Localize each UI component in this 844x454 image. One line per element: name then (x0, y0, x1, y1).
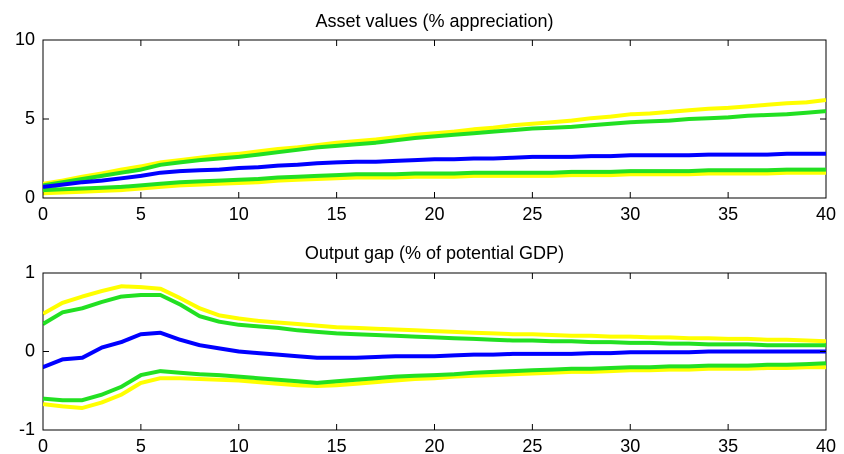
series-line (43, 365, 826, 410)
y-tick-label: 0 (25, 187, 35, 207)
x-tick-label: 0 (38, 204, 48, 224)
series-line (43, 167, 826, 193)
y-tick-label: 5 (25, 108, 35, 128)
x-tick-label: 25 (522, 204, 542, 224)
series-line (43, 109, 826, 188)
chart-title: Asset values (% appreciation) (315, 11, 553, 31)
chart-title: Output gap (% of potential GDP) (305, 243, 564, 263)
x-tick-label: 5 (136, 436, 146, 454)
x-tick-label: 10 (229, 204, 249, 224)
series-line (43, 361, 826, 403)
x-tick-label: 5 (136, 204, 146, 224)
x-tick-label: 40 (816, 204, 836, 224)
x-tick-label: 30 (620, 204, 640, 224)
x-tick-label: 35 (718, 204, 738, 224)
y-tick-label: 10 (15, 29, 35, 49)
series-line (43, 293, 826, 348)
plot-lines (43, 284, 826, 410)
x-tick-label: 10 (229, 436, 249, 454)
x-tick-label: 15 (327, 204, 347, 224)
series-line (43, 330, 826, 370)
series-line (43, 151, 826, 189)
x-tick-label: 0 (38, 436, 48, 454)
x-tick-label: 35 (718, 436, 738, 454)
x-tick-label: 20 (424, 204, 444, 224)
x-tick-label: 25 (522, 436, 542, 454)
x-tick-label: 30 (620, 436, 640, 454)
y-tick-label: -1 (19, 419, 35, 439)
series-line (43, 170, 826, 196)
x-tick-label: 40 (816, 436, 836, 454)
series-line (43, 284, 826, 344)
y-tick-label: 0 (25, 340, 35, 360)
plot-lines (43, 98, 826, 196)
series-line (43, 98, 826, 186)
x-tick-label: 20 (424, 436, 444, 454)
y-tick-label: 1 (25, 262, 35, 282)
x-tick-label: 15 (327, 436, 347, 454)
